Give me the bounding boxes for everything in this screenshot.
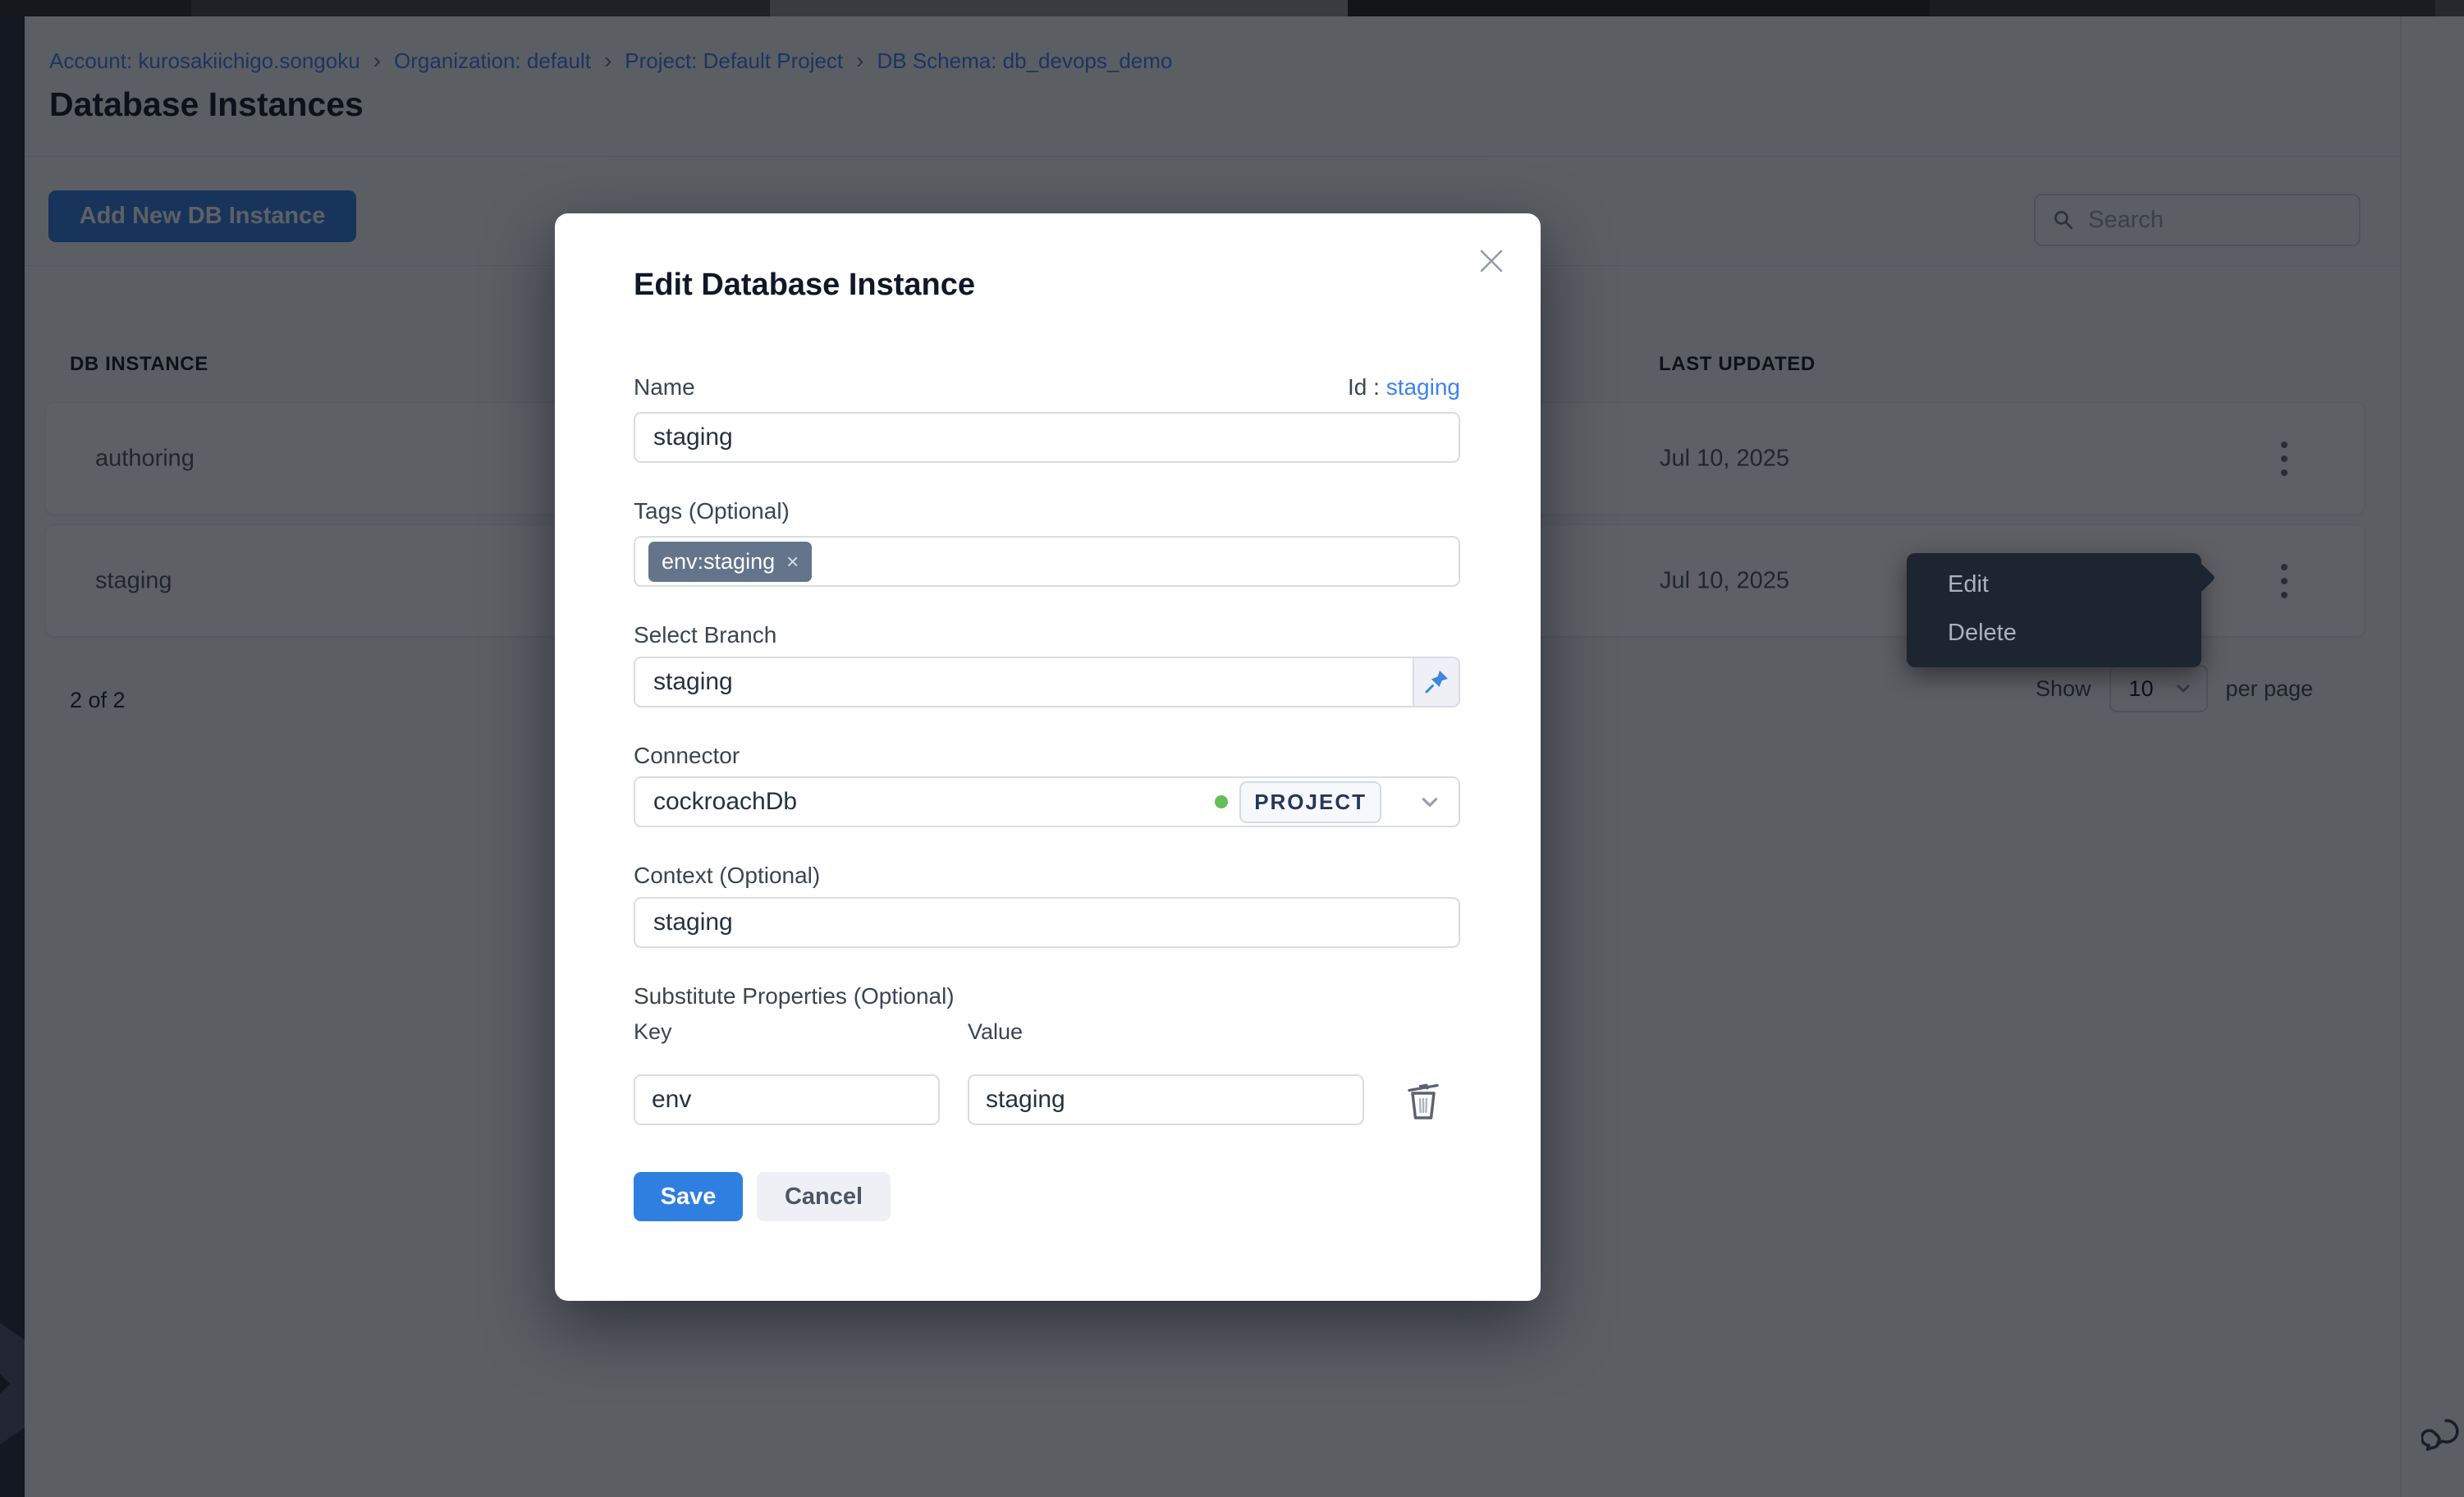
context-label: Context (Optional)	[634, 863, 821, 888]
tags-label: Tags (Optional)	[634, 498, 790, 524]
tab-strip-segment	[191, 0, 770, 16]
key-label: Key	[634, 1019, 672, 1044]
tag-remove-icon[interactable]: ×	[786, 549, 799, 574]
row-context-menu: Edit Delete	[1907, 553, 2201, 667]
property-value-field[interactable]	[968, 1074, 1364, 1125]
name-field[interactable]	[634, 412, 1460, 463]
status-dot	[1215, 795, 1229, 808]
branch-value: staging	[653, 668, 733, 695]
branch-field[interactable]: staging	[634, 657, 1460, 707]
connector-scope-badge: PROJECT	[1239, 781, 1381, 823]
tab-strip-segment	[1348, 0, 1930, 16]
browser-tab-strip	[0, 0, 2464, 16]
pin-branch-button[interactable]	[1413, 658, 1459, 706]
branch-label: Select Branch	[634, 622, 777, 648]
tag-chip-label: env:staging	[662, 548, 776, 574]
context-menu-delete[interactable]: Delete	[1948, 620, 2017, 646]
id-link[interactable]: staging	[1385, 374, 1460, 400]
tag-chip: env:staging ×	[648, 541, 813, 582]
pushpin-icon	[1425, 671, 1448, 694]
name-label: Name	[634, 374, 695, 400]
substitute-properties-label: Substitute Properties (Optional)	[634, 983, 955, 1009]
connector-label: Connector	[634, 743, 740, 768]
close-button[interactable]	[1471, 241, 1512, 282]
delete-property-button[interactable]	[1400, 1077, 1446, 1126]
modal-title: Edit Database Instance	[634, 268, 976, 302]
cancel-button[interactable]: Cancel	[757, 1172, 891, 1221]
property-key-field[interactable]	[634, 1074, 940, 1125]
tab-strip-segment	[2435, 0, 2464, 16]
value-label: Value	[968, 1019, 1024, 1044]
context-field[interactable]	[634, 897, 1460, 948]
tab-strip-segment	[1930, 0, 2435, 16]
connector-select[interactable]: cockroachDb PROJECT	[634, 776, 1460, 827]
chevron-down-icon	[1422, 798, 1438, 807]
id-label: Id :	[1348, 374, 1380, 400]
instance-id-line: Id : staging	[1348, 374, 1460, 401]
tags-field[interactable]: env:staging ×	[634, 536, 1460, 587]
tab-strip-segment-active	[770, 0, 1348, 16]
edit-db-instance-modal: Edit Database Instance Name Id : staging…	[555, 213, 1541, 1301]
connector-value: cockroachDb	[653, 788, 798, 815]
close-icon	[1480, 250, 1503, 272]
context-menu-edit[interactable]: Edit	[1948, 571, 1989, 597]
tab-strip-segment	[0, 0, 191, 16]
trash-icon	[1408, 1083, 1439, 1119]
save-button[interactable]: Save	[634, 1172, 743, 1221]
